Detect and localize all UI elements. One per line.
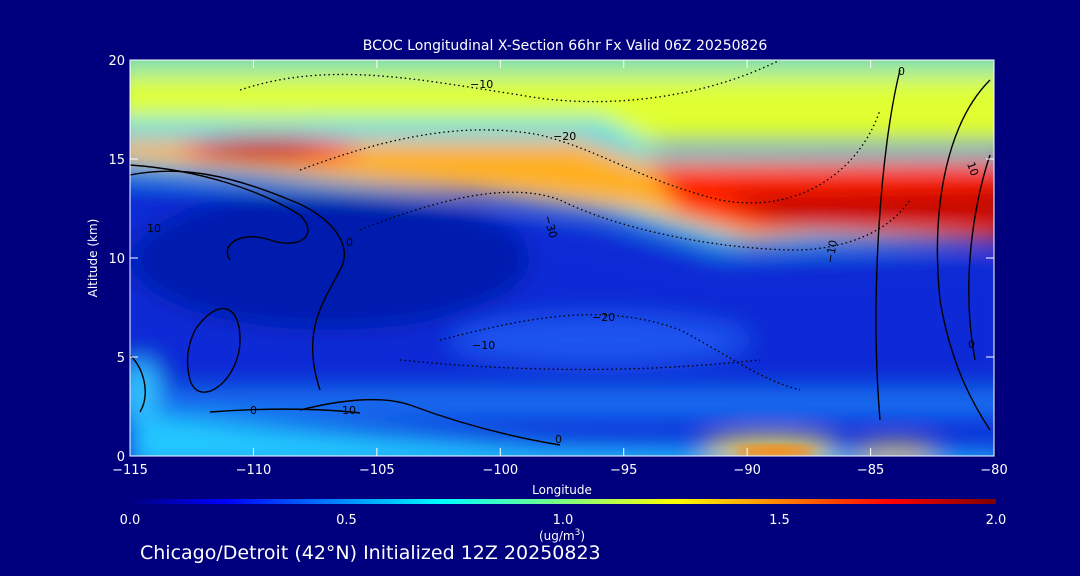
contour-dotted	[239, 60, 781, 103]
contour-label: 10	[342, 404, 356, 417]
contour-label: −20	[592, 311, 615, 324]
contours	[130, 60, 991, 446]
contour-label: 0	[555, 433, 562, 446]
contour-label: 10	[147, 222, 161, 235]
x-tick-label: −100	[482, 463, 518, 478]
contour-solid	[130, 170, 346, 391]
contour-label: 0	[898, 65, 905, 78]
y-tick-label: 0	[117, 450, 125, 465]
x-axis-label: Longitude	[532, 483, 592, 497]
footer-caption: Chicago/Detroit (42°N) Initialized 12Z 2…	[140, 542, 601, 564]
contour-labels: −10 −20 −30 −10 −20 −10 0 10 0 10 0 10 0…	[147, 65, 981, 446]
y-tick-label: 5	[117, 351, 125, 366]
colorbar	[130, 499, 996, 504]
contour-dotted	[359, 191, 911, 251]
contour-label: 0	[346, 236, 353, 249]
x-tick-label: −90	[733, 463, 760, 478]
contour-label: −30	[541, 214, 560, 240]
y-axis-ticks: 0 5 10 15 20	[108, 54, 994, 465]
contour-dotted	[299, 109, 881, 204]
colorbar-tick-label: 1.0	[553, 513, 574, 528]
contour-label: −10	[470, 78, 493, 91]
y-axis-label: Altitude (km)	[86, 219, 100, 298]
x-tick-label: −80	[980, 463, 1007, 478]
contour-label: −20	[553, 130, 576, 143]
chart-title: BCOC Longitudinal X-Section 66hr Fx Vali…	[363, 38, 768, 54]
x-tick-label: −95	[610, 463, 637, 478]
colorbar-tick-label: 2.0	[986, 513, 1007, 528]
x-axis-ticks: −115 −110 −105 −100 −95 −90 −85 −80	[112, 60, 1008, 478]
contour-solid	[186, 307, 241, 393]
x-tick-label: −115	[112, 463, 148, 478]
colorbar-tick-label: 0.0	[120, 513, 141, 528]
contour-dotted	[399, 359, 761, 371]
contour-label: −10	[823, 239, 840, 264]
contour-label: 0	[250, 404, 257, 417]
colorbar-ticks: 0.0 0.5 1.0 1.5 2.0	[120, 513, 1007, 528]
contour-label: −10	[472, 339, 495, 352]
y-tick-label: 20	[108, 54, 125, 69]
contour-label: 10	[964, 160, 981, 178]
y-tick-label: 10	[108, 252, 125, 267]
contour-solid	[936, 79, 991, 431]
colorbar-label: (ug/m3)	[539, 528, 585, 543]
x-tick-label: −110	[236, 463, 272, 478]
x-tick-label: −105	[359, 463, 395, 478]
colorbar-tick-label: 1.5	[769, 513, 790, 528]
contour-solid	[875, 69, 901, 421]
colorbar-tick-label: 0.5	[336, 513, 357, 528]
contour-solid	[130, 354, 146, 413]
shaded-field	[130, 60, 994, 456]
contour-solid	[130, 164, 309, 261]
contour-label: 0	[968, 338, 975, 351]
x-tick-label: −85	[857, 463, 884, 478]
contour-solid	[299, 398, 561, 446]
y-tick-label: 15	[108, 153, 125, 168]
contour-solid	[209, 408, 361, 414]
contour-solid	[968, 154, 991, 361]
